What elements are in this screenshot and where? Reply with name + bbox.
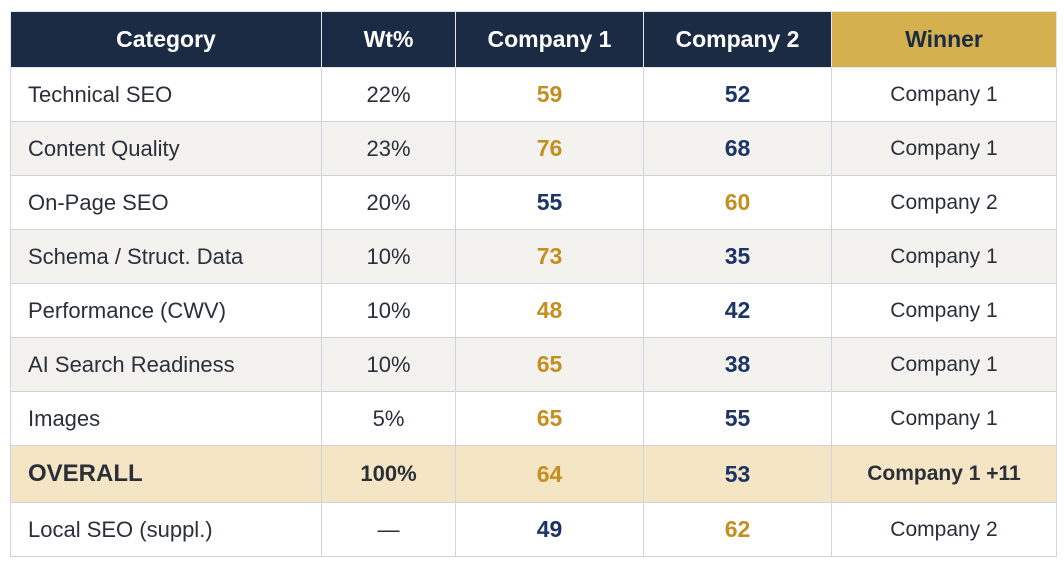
header-winner: Winner [831,11,1057,68]
table-row: Images 5% 65 55 Company 1 [10,391,1057,446]
weight-cell: 10% [321,283,456,338]
header-company-1: Company 1 [455,11,644,68]
category-cell: Local SEO (suppl.) [10,502,322,557]
table-row: Content Quality 23% 76 68 Company 1 [10,121,1057,176]
winner-cell: Company 1 [831,337,1057,392]
category-cell: On-Page SEO [10,175,322,230]
winner-cell: Company 2 [831,502,1057,557]
company-2-score: 35 [643,229,832,284]
weight-cell: — [321,502,456,557]
weight-cell: 22% [321,67,456,122]
company-1-score: 64 [455,445,644,503]
overall-row: OVERALL 100% 64 53 Company 1 +11 [10,445,1057,503]
comparison-table-container: Category Wt% Company 1 Company 2 Winner … [10,11,1057,557]
table-body: Technical SEO 22% 59 52 Company 1 Content Qua… [10,67,1057,557]
company-2-score: 68 [643,121,832,176]
winner-cell: Company 1 [831,391,1057,446]
header-row: Category Wt% Company 1 Company 2 Winner [10,11,1057,68]
winner-cell: Company 1 [831,67,1057,122]
company-1-score: 73 [455,229,644,284]
company-1-score: 65 [455,391,644,446]
header-weight: Wt% [321,11,456,68]
weight-cell: 100% [321,445,456,503]
winner-cell: Company 2 [831,175,1057,230]
category-cell: AI Search Readiness [10,337,322,392]
company-1-score: 49 [455,502,644,557]
weight-cell: 10% [321,229,456,284]
header-company-2: Company 2 [643,11,832,68]
category-cell: Technical SEO [10,67,322,122]
weight-cell: 20% [321,175,456,230]
table-row: AI Search Readiness 10% 65 38 Company 1 [10,337,1057,392]
winner-cell: Company 1 [831,229,1057,284]
company-2-score: 60 [643,175,832,230]
table-row: Local SEO (suppl.) —49 62 Company 2 [10,502,1057,557]
company-1-score: 76 [455,121,644,176]
company-1-score: 59 [455,67,644,122]
table-row: Performance (CWV) 10% 48 42 Company 1 [10,283,1057,338]
category-cell: Schema / Struct. Data [10,229,322,284]
winner-cell: Company 1 [831,121,1057,176]
seo-comparison-table: Category Wt% Company 1 Company 2 Winner … [10,11,1057,557]
company-1-score: 55 [455,175,644,230]
weight-cell: 10% [321,337,456,392]
company-1-score: 65 [455,337,644,392]
company-1-score: 48 [455,283,644,338]
company-2-score: 42 [643,283,832,338]
table-header: Category Wt% Company 1 Company 2 Winner [10,11,1057,68]
company-2-score: 38 [643,337,832,392]
weight-cell: 23% [321,121,456,176]
category-cell: Images [10,391,322,446]
weight-cell: 5% [321,391,456,446]
table-row: Technical SEO 22% 59 52 Company 1 [10,67,1057,122]
category-cell: Performance (CWV) [10,283,322,338]
category-cell: Content Quality [10,121,322,176]
company-2-score: 55 [643,391,832,446]
winner-cell: Company 1 [831,283,1057,338]
header-category: Category [10,11,322,68]
company-2-score: 62 [643,502,832,557]
category-cell: OVERALL [10,445,322,503]
winner-cell: Company 1 +11 [831,445,1057,503]
table-row: Schema / Struct. Data 10% 73 35 Company 1 [10,229,1057,284]
company-2-score: 52 [643,67,832,122]
table-row: On-Page SEO 20% 55 60 Company 2 [10,175,1057,230]
company-2-score: 53 [643,445,832,503]
